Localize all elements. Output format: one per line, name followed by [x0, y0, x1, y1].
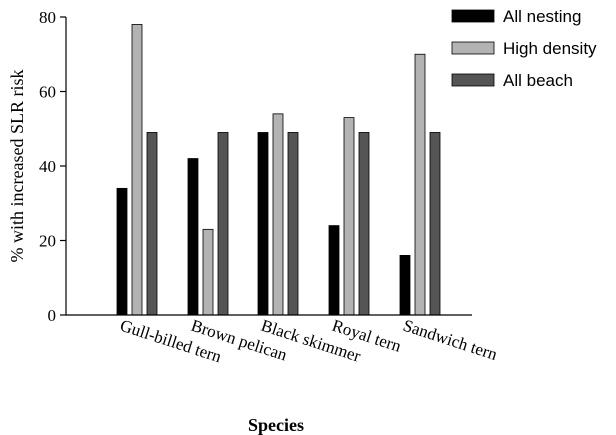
y-axis-title: % with increased SLR risk [7, 70, 27, 263]
bar-high-density-black-skimmer [272, 113, 284, 316]
bar-all-beach-black-skimmer [287, 132, 299, 316]
legend-label-high-density: High density [503, 39, 597, 58]
legend-swatch-all-nesting [451, 9, 495, 23]
legend: All nesting High density All beach [451, 7, 597, 90]
y-tick-label: 80 [39, 8, 56, 27]
legend-swatch-high-density [451, 41, 495, 55]
bar-high-density-royal-tern [343, 117, 355, 316]
y-ticks-group: 0 20 40 60 80 [39, 8, 66, 325]
bar-all-nesting-gull-billed-tern [116, 187, 128, 316]
bar-all-beach-royal-tern [358, 132, 370, 316]
y-tick-label: 0 [48, 306, 57, 325]
bar-all-nesting-royal-tern [328, 225, 340, 316]
bar-all-beach-brown-pelican [217, 132, 229, 316]
bar-all-beach-gull-billed-tern [146, 132, 158, 316]
y-tick-label: 60 [39, 83, 56, 102]
bar-all-nesting-brown-pelican [187, 158, 199, 316]
bar-all-nesting-black-skimmer [257, 132, 269, 316]
bars-group [116, 24, 441, 316]
y-tick-label: 20 [39, 232, 56, 251]
legend-swatch-all-beach [451, 73, 495, 87]
bar-high-density-gull-billed-tern [131, 24, 143, 316]
y-tick-label: 40 [39, 157, 56, 176]
bar-all-nesting-sandwich-tern [399, 254, 411, 316]
bar-all-beach-sandwich-tern [429, 132, 441, 316]
x-axis-title: Species [248, 415, 304, 435]
bar-high-density-brown-pelican [202, 228, 214, 316]
bar-high-density-sandwich-tern [414, 53, 426, 316]
legend-label-all-beach: All beach [503, 71, 573, 90]
x-tick-label: Sandwich tern [401, 316, 500, 364]
legend-label-all-nesting: All nesting [503, 7, 581, 26]
